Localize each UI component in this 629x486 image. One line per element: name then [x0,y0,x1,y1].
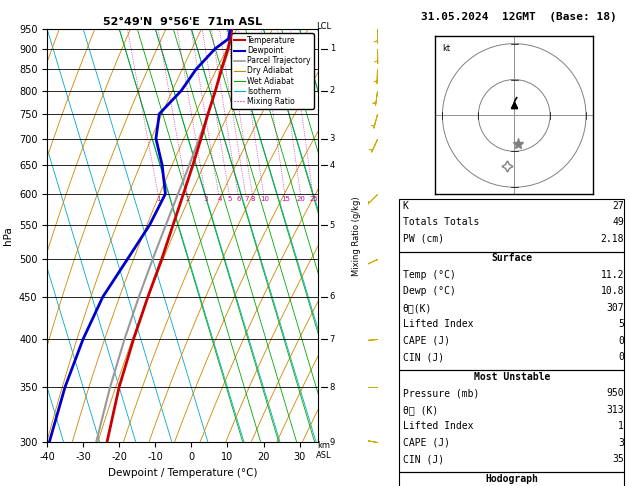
Text: 5: 5 [228,196,232,202]
Bar [399,199,624,252]
Text: 3: 3 [618,438,624,448]
Text: 11.2: 11.2 [601,270,624,280]
Text: 3: 3 [330,134,335,143]
Text: 313: 313 [606,405,624,415]
Text: Most Unstable: Most Unstable [474,372,550,382]
Legend: Temperature, Dewpoint, Parcel Trajectory, Dry Adiabat, Wet Adiabat, Isotherm, Mi: Temperature, Dewpoint, Parcel Trajectory… [231,33,314,109]
Title: 52°49'N  9°56'E  71m ASL: 52°49'N 9°56'E 71m ASL [103,17,262,27]
Text: CAPE (J): CAPE (J) [403,336,450,346]
Text: 1: 1 [157,196,161,202]
Text: 7: 7 [244,196,248,202]
Text: 7: 7 [330,335,335,344]
Text: 20: 20 [297,196,306,202]
Text: 0: 0 [618,352,624,363]
Text: kt: kt [442,44,450,52]
Text: Totals Totals: Totals Totals [403,217,479,227]
Text: Dewp (°C): Dewp (°C) [403,286,455,296]
Text: km
ASL: km ASL [316,441,331,460]
Text: 4: 4 [217,196,221,202]
Text: CIN (J): CIN (J) [403,352,443,363]
Text: CAPE (J): CAPE (J) [403,438,450,448]
Text: Lifted Index: Lifted Index [403,421,473,432]
Text: 6: 6 [237,196,241,202]
X-axis label: Dewpoint / Temperature (°C): Dewpoint / Temperature (°C) [108,468,257,478]
Text: K: K [403,201,408,211]
Bar [399,252,624,370]
Text: 2.18: 2.18 [601,234,624,244]
Text: 0: 0 [618,336,624,346]
Bar [399,472,624,486]
Text: 15: 15 [281,196,290,202]
Text: Hodograph: Hodograph [485,474,538,484]
Text: LCL: LCL [316,22,331,31]
Text: 10.8: 10.8 [601,286,624,296]
Text: θᴇ (K): θᴇ (K) [403,405,438,415]
Text: 10: 10 [260,196,269,202]
Text: CIN (J): CIN (J) [403,454,443,465]
Text: 2: 2 [330,86,335,95]
Text: 9: 9 [330,438,335,447]
Text: Pressure (mb): Pressure (mb) [403,388,479,399]
Text: θᴇ(K): θᴇ(K) [403,303,432,313]
Text: 5: 5 [330,221,335,229]
Text: 8: 8 [330,382,335,392]
Bar [399,370,624,472]
Text: 950: 950 [606,388,624,399]
Y-axis label: hPa: hPa [3,226,13,245]
Text: Mixing Ratio (g/kg): Mixing Ratio (g/kg) [352,196,361,276]
Text: 35: 35 [612,454,624,465]
Text: 8: 8 [251,196,255,202]
Text: 49: 49 [612,217,624,227]
Text: 31.05.2024  12GMT  (Base: 18): 31.05.2024 12GMT (Base: 18) [421,12,617,22]
Text: 27: 27 [612,201,624,211]
Text: 25: 25 [309,196,318,202]
Text: 6: 6 [330,293,335,301]
Text: 4: 4 [330,161,335,170]
Text: 1: 1 [618,421,624,432]
Text: 3: 3 [204,196,208,202]
Text: Surface: Surface [491,253,532,263]
Text: Temp (°C): Temp (°C) [403,270,455,280]
Text: 5: 5 [618,319,624,330]
Text: 307: 307 [606,303,624,313]
Text: 2: 2 [186,196,190,202]
Text: Lifted Index: Lifted Index [403,319,473,330]
Text: 1: 1 [330,44,335,53]
Text: PW (cm): PW (cm) [403,234,443,244]
